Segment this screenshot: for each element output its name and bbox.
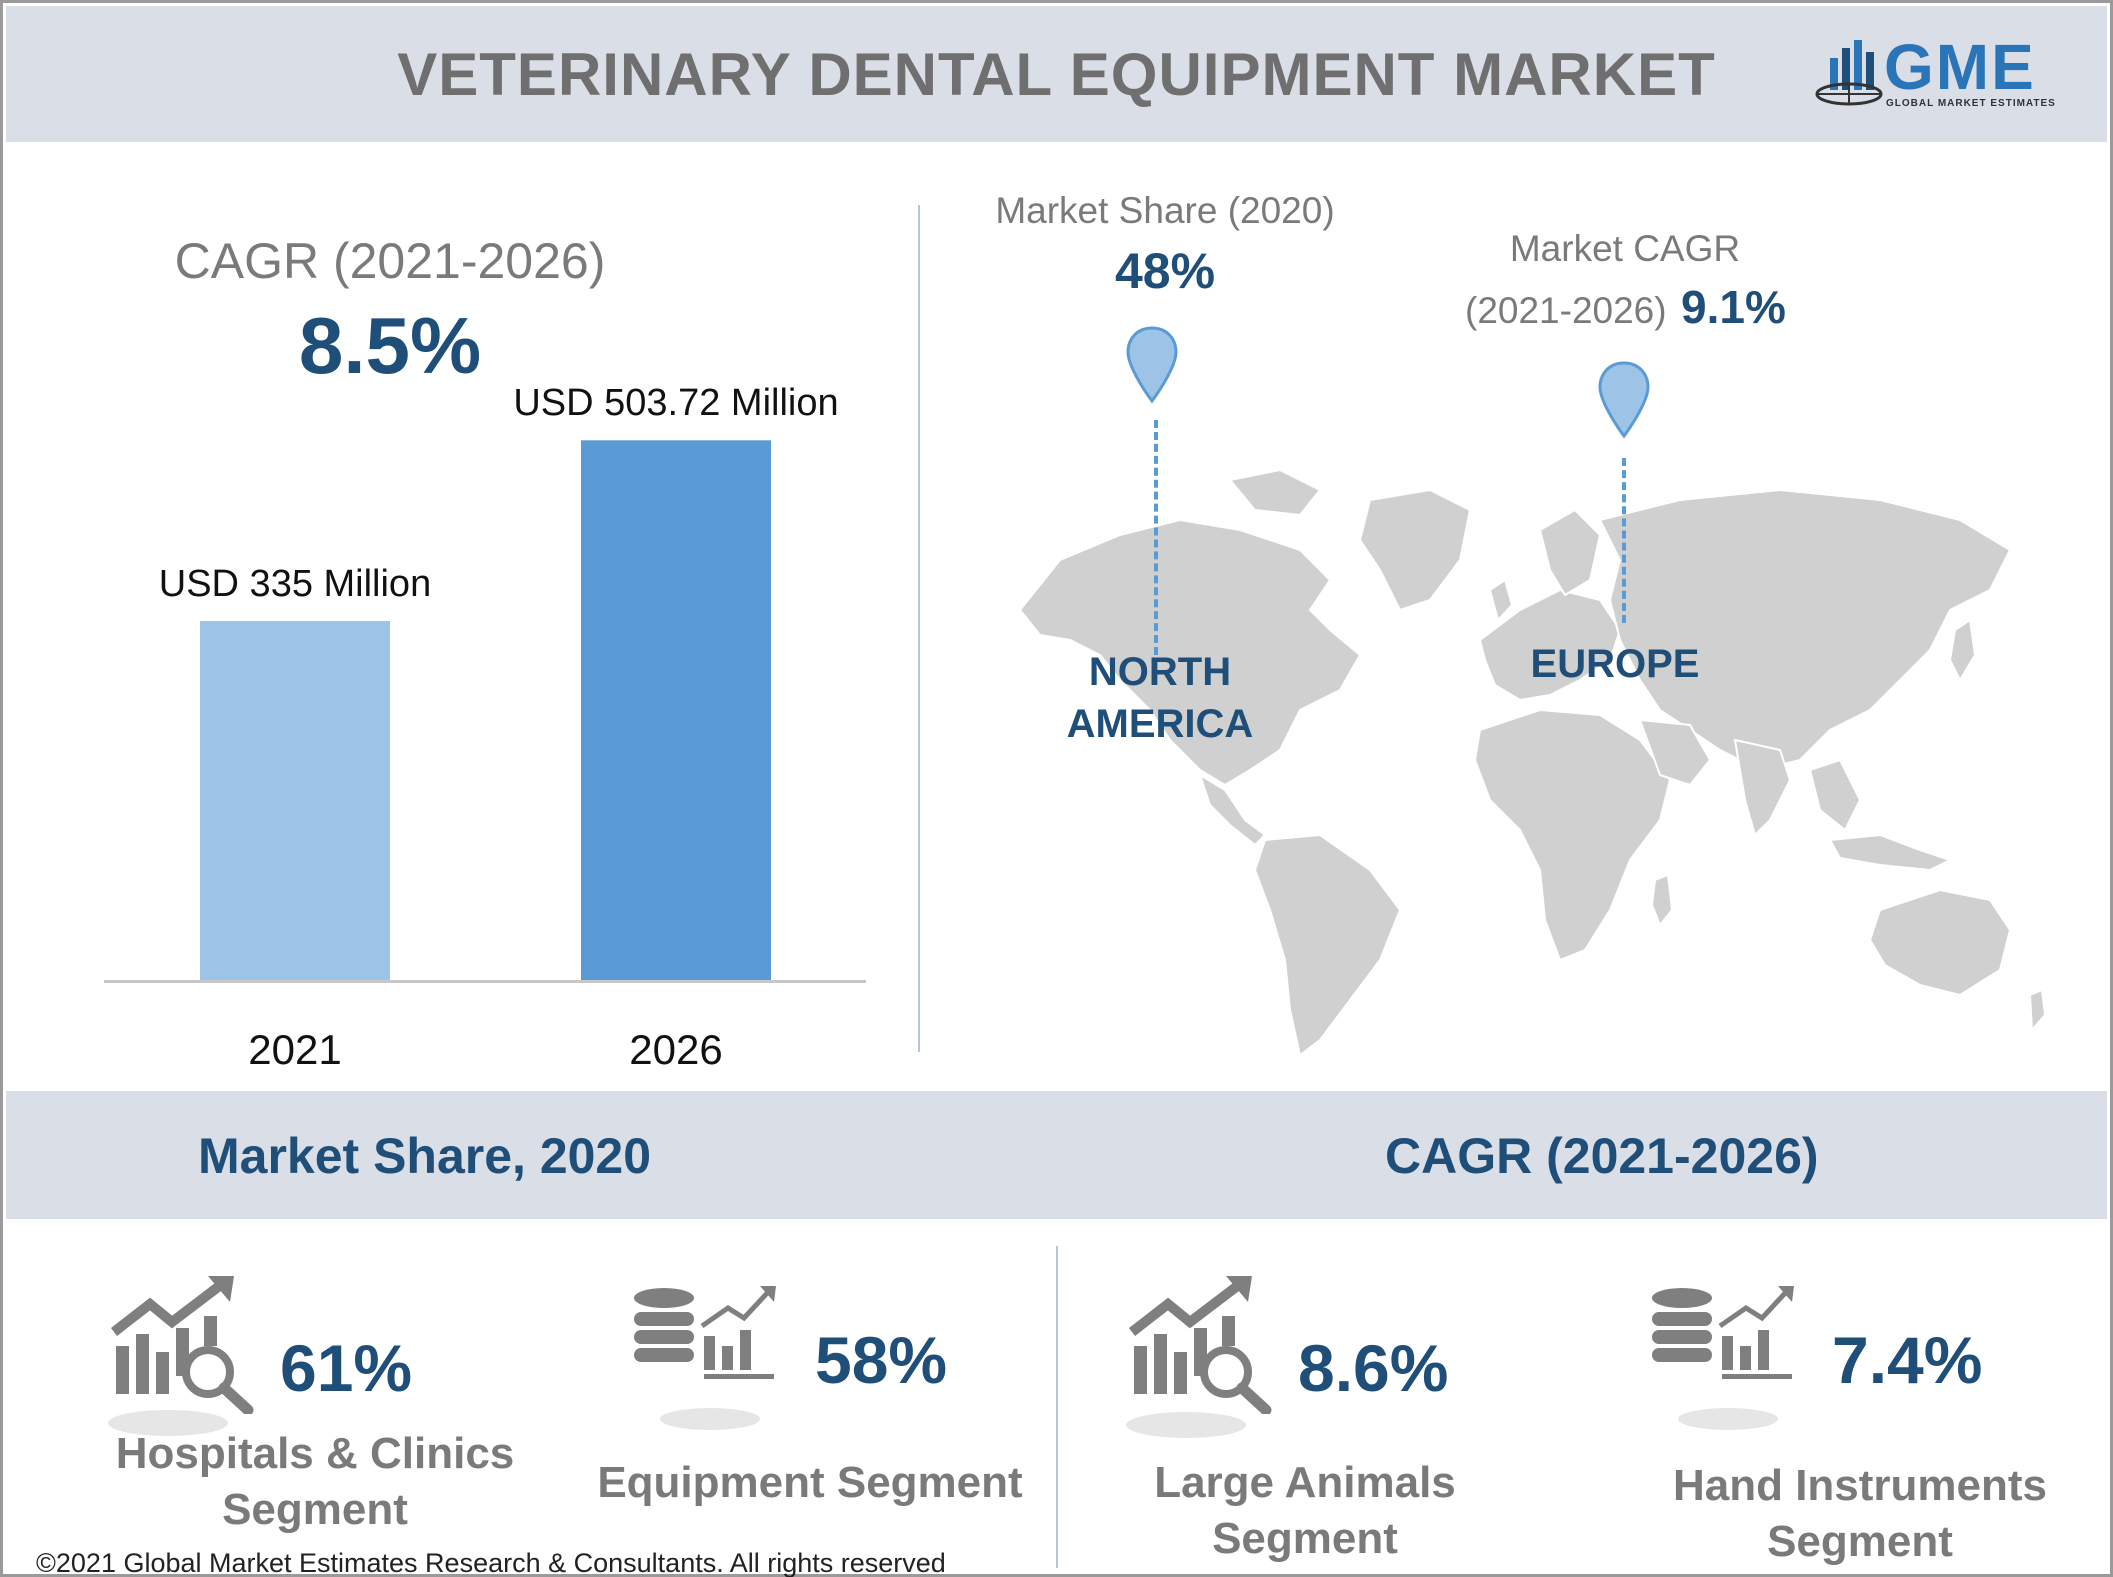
cagr-value: 8.5% [298,301,482,390]
header-bar: VETERINARY DENTAL EQUIPMENT MARKET GME G… [6,6,2107,142]
divider-vertical-top [918,205,920,1052]
globe-logo-icon [1815,40,1883,106]
segment-value-hospitals: 61% [280,1331,413,1405]
cagr-heading: CAGR (2021-2026) [1385,1128,1819,1184]
bar-value-label: USD 335 Million [158,563,432,606]
segment-label-equipment: Equipment Segment [597,1458,1023,1507]
segment-label-hand-instruments: Hand Instruments Segment [1672,1461,2048,1566]
location-pin-icon [1126,326,1178,404]
category-label: 2021 [248,1026,342,1073]
icon-shadow [108,1410,228,1436]
eu-pin-dashed-line [1622,458,1626,623]
category-label: 2026 [629,1026,723,1073]
icon-shadow [1126,1412,1246,1438]
chart-search-icon [1128,1276,1272,1414]
eu-cagr-label-line1: Market CAGR [1509,228,1741,269]
database-chart-icon [1652,1286,1794,1379]
gme-logo: GME GLOBAL MARKET ESTIMATES [1814,31,2059,116]
cagr-label: CAGR (2021-2026) [174,233,606,289]
chart-search-icon [110,1276,254,1414]
section-band [6,1091,2107,1219]
bar-2026 [581,440,771,980]
market-share-heading: Market Share, 2020 [198,1128,652,1184]
segment-value-large-animals: 8.6% [1298,1331,1449,1405]
logo-text: GME [1884,31,2036,103]
segment-label-hospitals: Hospitals & Clinics Segment [115,1429,515,1534]
segment-value-hand-instruments: 7.4% [1832,1323,1983,1397]
bar-chart [200,440,771,980]
world-map [1018,468,2047,1057]
divider-vertical-bottom [1056,1246,1058,1568]
eu-cagr-value: 9.1% [1681,281,1786,333]
na-pin-dashed-line [1154,420,1158,655]
icon-shadow [1678,1408,1778,1430]
database-chart-icon [634,1286,776,1379]
icon-shadow [660,1408,760,1430]
segment-value-equipment: 58% [815,1323,948,1397]
na-market-share-value: 48% [1114,243,1216,299]
na-market-share-label: Market Share (2020) [995,190,1335,231]
copyright-text: ©2021 Global Market Estimates Research &… [36,1548,946,1577]
region-europe: EUROPE [1530,642,1700,686]
chart-baseline [104,980,866,983]
eu-cagr-label-line2: (2021-2026) [1465,290,1667,331]
segment-label-large-animals: Large Animals Segment [1154,1458,1456,1563]
bar-2021 [200,621,390,980]
logo-subtitle: GLOBAL MARKET ESTIMATES [1886,98,2056,109]
page-title: VETERINARY DENTAL EQUIPMENT MARKET [397,41,1716,108]
region-north-america: NORTH AMERICA [1066,650,1254,746]
location-pin-icon [1598,361,1650,439]
eu-cagr-row: (2021-2026) 9.1% [1465,280,1786,334]
bar-value-label: USD 503.72 Million [513,382,839,425]
